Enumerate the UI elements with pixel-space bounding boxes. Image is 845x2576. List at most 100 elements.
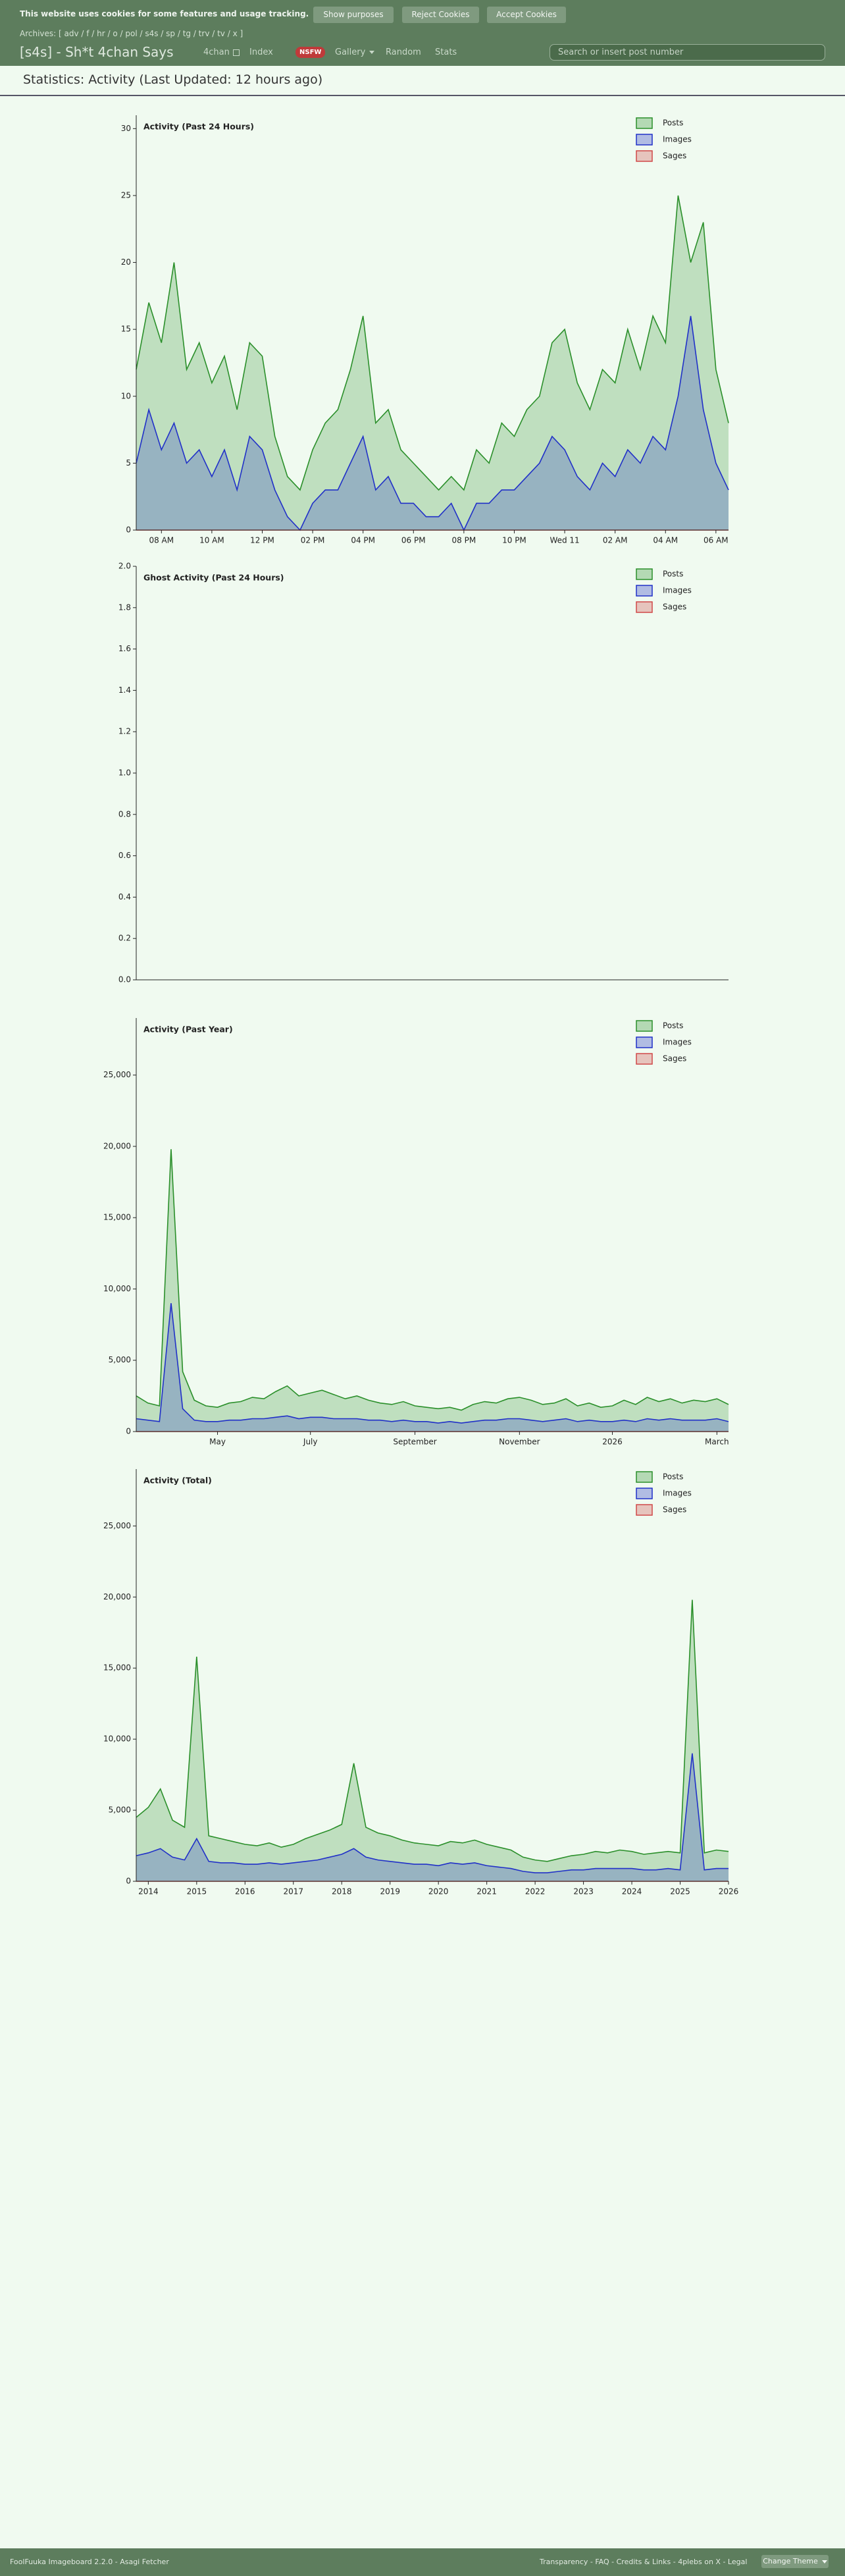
legend-swatch[interactable] bbox=[636, 134, 653, 146]
x-tick-label: November bbox=[499, 1437, 540, 1447]
y-tick-label: 0.2 bbox=[118, 934, 131, 943]
area-fill bbox=[136, 1149, 729, 1432]
archives-links[interactable]: Archives: [ adv / f / hr / o / pol / s4s… bbox=[20, 29, 243, 38]
x-tick-label: 2026 bbox=[719, 1887, 739, 1896]
y-tick-label: 25,000 bbox=[103, 1521, 131, 1530]
x-tick-label: May bbox=[209, 1437, 226, 1447]
y-tick-label: 20 bbox=[121, 257, 131, 267]
footer-links[interactable]: Transparency - FAQ - Credits & Links - 4… bbox=[540, 2558, 748, 2566]
y-tick-label: 5,000 bbox=[109, 1355, 131, 1364]
y-tick-label: 1.6 bbox=[118, 644, 131, 653]
title-band bbox=[0, 66, 845, 96]
x-tick-label: 2018 bbox=[332, 1887, 352, 1896]
chart-title: Activity (Total) bbox=[143, 1476, 212, 1486]
legend-label[interactable]: Sages bbox=[663, 603, 686, 612]
y-tick-label: 15 bbox=[121, 325, 131, 334]
x-tick-label: Wed 11 bbox=[550, 536, 579, 545]
legend-label[interactable]: Posts bbox=[663, 1472, 683, 1482]
x-tick-label: 10 AM bbox=[199, 536, 224, 545]
legend-swatch[interactable] bbox=[636, 150, 653, 162]
legend-label[interactable]: Posts bbox=[663, 119, 683, 128]
nav-link[interactable]: Random bbox=[386, 47, 421, 57]
y-tick-label: 1.4 bbox=[118, 685, 131, 695]
y-tick-label: 10,000 bbox=[103, 1284, 131, 1293]
x-tick-label: 2016 bbox=[235, 1887, 255, 1896]
legend-swatch[interactable] bbox=[636, 1504, 653, 1516]
area-line bbox=[136, 1753, 729, 1873]
x-tick-label: 06 PM bbox=[401, 536, 426, 545]
legend-swatch[interactable] bbox=[636, 585, 653, 597]
nav-link[interactable]: Index bbox=[249, 47, 273, 57]
theme-button[interactable]: Change Theme bbox=[761, 2555, 829, 2568]
y-tick-label: 20,000 bbox=[103, 1592, 131, 1601]
y-tick-label: 5 bbox=[126, 458, 131, 468]
legend-label[interactable]: Images bbox=[663, 586, 692, 595]
y-tick-label: 0.8 bbox=[118, 809, 131, 818]
legend-swatch[interactable] bbox=[636, 1053, 653, 1065]
y-tick-label: 5,000 bbox=[109, 1806, 131, 1815]
search-input[interactable]: Search or insert post number bbox=[550, 44, 825, 61]
nsfw-badge[interactable]: NSFW bbox=[295, 47, 326, 58]
x-tick-label: 2014 bbox=[138, 1887, 159, 1896]
legend-swatch[interactable] bbox=[636, 601, 653, 613]
y-tick-label: 25 bbox=[121, 190, 131, 200]
x-tick-label: 10 PM bbox=[502, 536, 526, 545]
area-line bbox=[136, 1149, 729, 1411]
legend-swatch[interactable] bbox=[636, 568, 653, 580]
area-line bbox=[136, 315, 729, 531]
y-tick-label: 0 bbox=[126, 1427, 131, 1436]
legend-swatch[interactable] bbox=[636, 117, 653, 129]
legend-label[interactable]: Images bbox=[663, 135, 692, 144]
y-tick-label: 0.4 bbox=[118, 892, 131, 901]
legend-swatch[interactable] bbox=[636, 1036, 653, 1048]
x-tick-label: March bbox=[705, 1437, 729, 1447]
legend-label[interactable]: Sages bbox=[663, 1054, 686, 1063]
board-title[interactable]: [s4s] - Sh*t 4chan Says bbox=[20, 44, 174, 60]
x-tick-label: 08 PM bbox=[452, 536, 476, 545]
nav-link[interactable]: Gallery bbox=[335, 47, 374, 57]
x-tick-label: 2019 bbox=[380, 1887, 400, 1896]
x-tick-label: 08 AM bbox=[149, 536, 174, 545]
x-tick-label: 12 PM bbox=[250, 536, 274, 545]
legend-label[interactable]: Posts bbox=[663, 1021, 683, 1031]
cookie-text: This website uses cookies for some featu… bbox=[20, 9, 309, 18]
legend-swatch[interactable] bbox=[636, 1471, 653, 1483]
nav-link[interactable]: 4chan bbox=[203, 47, 240, 57]
x-tick-label: 04 AM bbox=[653, 536, 678, 545]
y-tick-label: 10 bbox=[121, 391, 131, 400]
x-tick-label: 2020 bbox=[428, 1887, 449, 1896]
y-tick-label: 25,000 bbox=[103, 1070, 131, 1079]
cookie-button[interactable]: Show purposes bbox=[313, 7, 394, 23]
page-title: Statistics: Activity (Last Updated: 12 h… bbox=[23, 72, 323, 87]
y-tick-label: 15,000 bbox=[103, 1663, 131, 1673]
legend-label[interactable]: Images bbox=[663, 1038, 692, 1047]
footer-text: FoolFuuka Imageboard 2.2.0 - Asagi Fetch… bbox=[10, 2558, 169, 2566]
x-tick-label: 04 PM bbox=[351, 536, 375, 545]
x-tick-label: July bbox=[303, 1437, 318, 1447]
y-tick-label: 1.0 bbox=[118, 768, 131, 778]
area-fill bbox=[136, 1753, 729, 1881]
y-tick-label: 1.8 bbox=[118, 603, 131, 612]
chart-title: Ghost Activity (Past 24 Hours) bbox=[143, 573, 284, 583]
cookie-button[interactable]: Reject Cookies bbox=[402, 7, 479, 23]
y-tick-label: 10,000 bbox=[103, 1734, 131, 1744]
y-tick-label: 0.6 bbox=[118, 851, 131, 860]
legend-swatch[interactable] bbox=[636, 1488, 653, 1499]
y-tick-label: 0 bbox=[126, 1877, 131, 1886]
x-tick-label: 2015 bbox=[187, 1887, 207, 1896]
cookie-button[interactable]: Accept Cookies bbox=[487, 7, 566, 23]
x-tick-label: 02 AM bbox=[603, 536, 628, 545]
legend-label[interactable]: Images bbox=[663, 1489, 692, 1498]
legend-label[interactable]: Posts bbox=[663, 570, 683, 579]
nav-link[interactable]: Stats bbox=[435, 47, 457, 57]
area-line bbox=[136, 195, 729, 491]
chart-title: Activity (Past Year) bbox=[143, 1025, 233, 1034]
legend-label[interactable]: Sages bbox=[663, 151, 686, 161]
y-tick-label: 1.2 bbox=[118, 727, 131, 736]
area-fill bbox=[136, 315, 729, 530]
legend-swatch[interactable] bbox=[636, 1020, 653, 1032]
legend-label[interactable]: Sages bbox=[663, 1505, 686, 1515]
